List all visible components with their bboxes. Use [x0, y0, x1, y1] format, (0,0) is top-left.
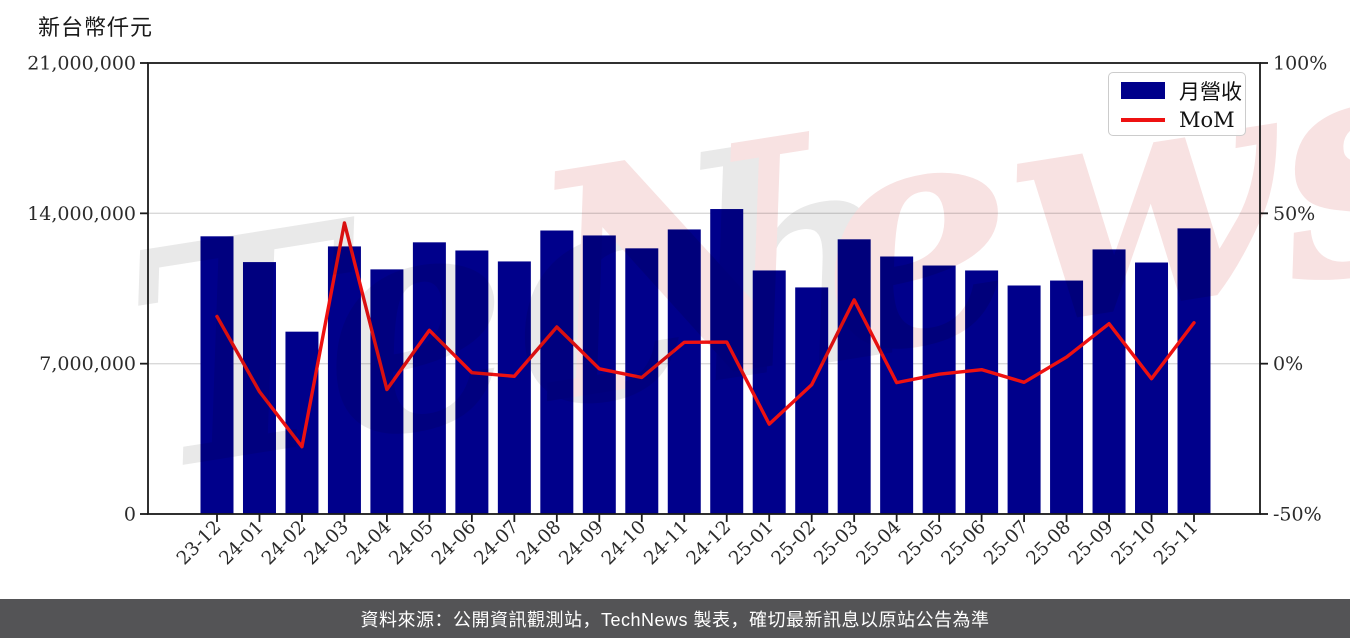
x-tick-label: 25-11: [1150, 517, 1203, 570]
right-tick-label: -50%: [1273, 503, 1322, 525]
x-tick-label: 24-06: [428, 517, 481, 570]
x-tick-label: 24-02: [258, 517, 311, 570]
x-tick-label: 25-01: [725, 517, 778, 570]
revenue-bar: [412, 242, 446, 515]
right-tick-label: 100%: [1273, 52, 1327, 74]
footer-note: 資料來源：公開資訊觀測站，TechNews 製表，確切最新訊息以原站公告為準: [0, 599, 1350, 638]
left-tick-label: 7,000,000: [39, 353, 136, 375]
revenue-bar: [922, 265, 956, 514]
x-tick-label: 24-08: [513, 517, 566, 570]
revenue-bar: [370, 269, 404, 514]
x-tick-label: 25-03: [810, 517, 863, 570]
legend-mom-label: MoM: [1179, 108, 1235, 133]
revenue-bar: [1092, 249, 1126, 514]
legend-item-mom: MoM: [1109, 108, 1245, 132]
x-tick-label: 24-07: [470, 517, 523, 570]
mom-line: [215, 221, 1196, 449]
x-tick-label: 25-09: [1065, 517, 1118, 570]
x-tick-label: 24-10: [598, 517, 651, 570]
x-tick-label: 24-09: [555, 517, 608, 570]
revenue-bar: [752, 270, 786, 514]
revenue-bar: [540, 230, 574, 514]
revenue-bar: [327, 246, 361, 514]
revenue-bar: [285, 331, 319, 514]
revenue-bar: [1050, 280, 1084, 514]
revenue-bar: [455, 250, 489, 515]
legend-line-swatch: [1121, 118, 1165, 123]
x-tick-label: 24-05: [385, 517, 438, 570]
x-tick-label: 24-03: [300, 517, 353, 570]
revenue-bar: [667, 229, 701, 514]
revenue-bar: [795, 287, 829, 514]
revenue-bar: [1135, 262, 1169, 514]
x-tick-label: 24-11: [640, 517, 693, 570]
right-tick-label: 0%: [1273, 353, 1303, 375]
x-tick-label: 25-05: [895, 517, 948, 570]
x-tick-label: 24-04: [343, 517, 396, 570]
x-tick-label: 25-07: [980, 517, 1033, 570]
revenue-bar: [582, 235, 616, 515]
revenue-mom-chart: TechNews07,000,00014,000,00021,000,000-5…: [27, 0, 1350, 570]
revenue-bar: [837, 239, 871, 514]
x-tick-label: 24-12: [683, 517, 736, 570]
revenue-bar: [242, 262, 276, 514]
revenue-bar: [880, 256, 914, 514]
right-tick-label: 50%: [1273, 203, 1315, 225]
x-tick-label: 25-10: [1107, 517, 1160, 570]
x-tick-label: 25-04: [853, 517, 906, 570]
x-tick-label: 25-06: [938, 517, 991, 570]
left-tick-label: 0: [124, 503, 136, 525]
x-tick-label: 25-08: [1023, 517, 1076, 570]
legend-bar-swatch: [1121, 82, 1165, 100]
left-tick-label: 14,000,000: [27, 203, 136, 225]
left-tick-label: 21,000,000: [27, 52, 136, 74]
left-axis-title: 新台幣仟元: [38, 16, 154, 41]
revenue-bar: [625, 248, 659, 514]
plot-border: [147, 62, 1261, 515]
legend-revenue-label: 月營收: [1179, 79, 1242, 104]
revenue-bar: [1007, 285, 1041, 514]
revenue-bar: [965, 270, 999, 514]
x-tick-label: 25-02: [768, 517, 821, 570]
legend: 月營收 MoM: [1108, 72, 1246, 136]
revenue-bar: [200, 236, 234, 514]
revenue-bar: [1177, 228, 1211, 514]
revenue-bar: [497, 261, 531, 514]
legend-item-revenue: 月營收: [1109, 76, 1245, 106]
